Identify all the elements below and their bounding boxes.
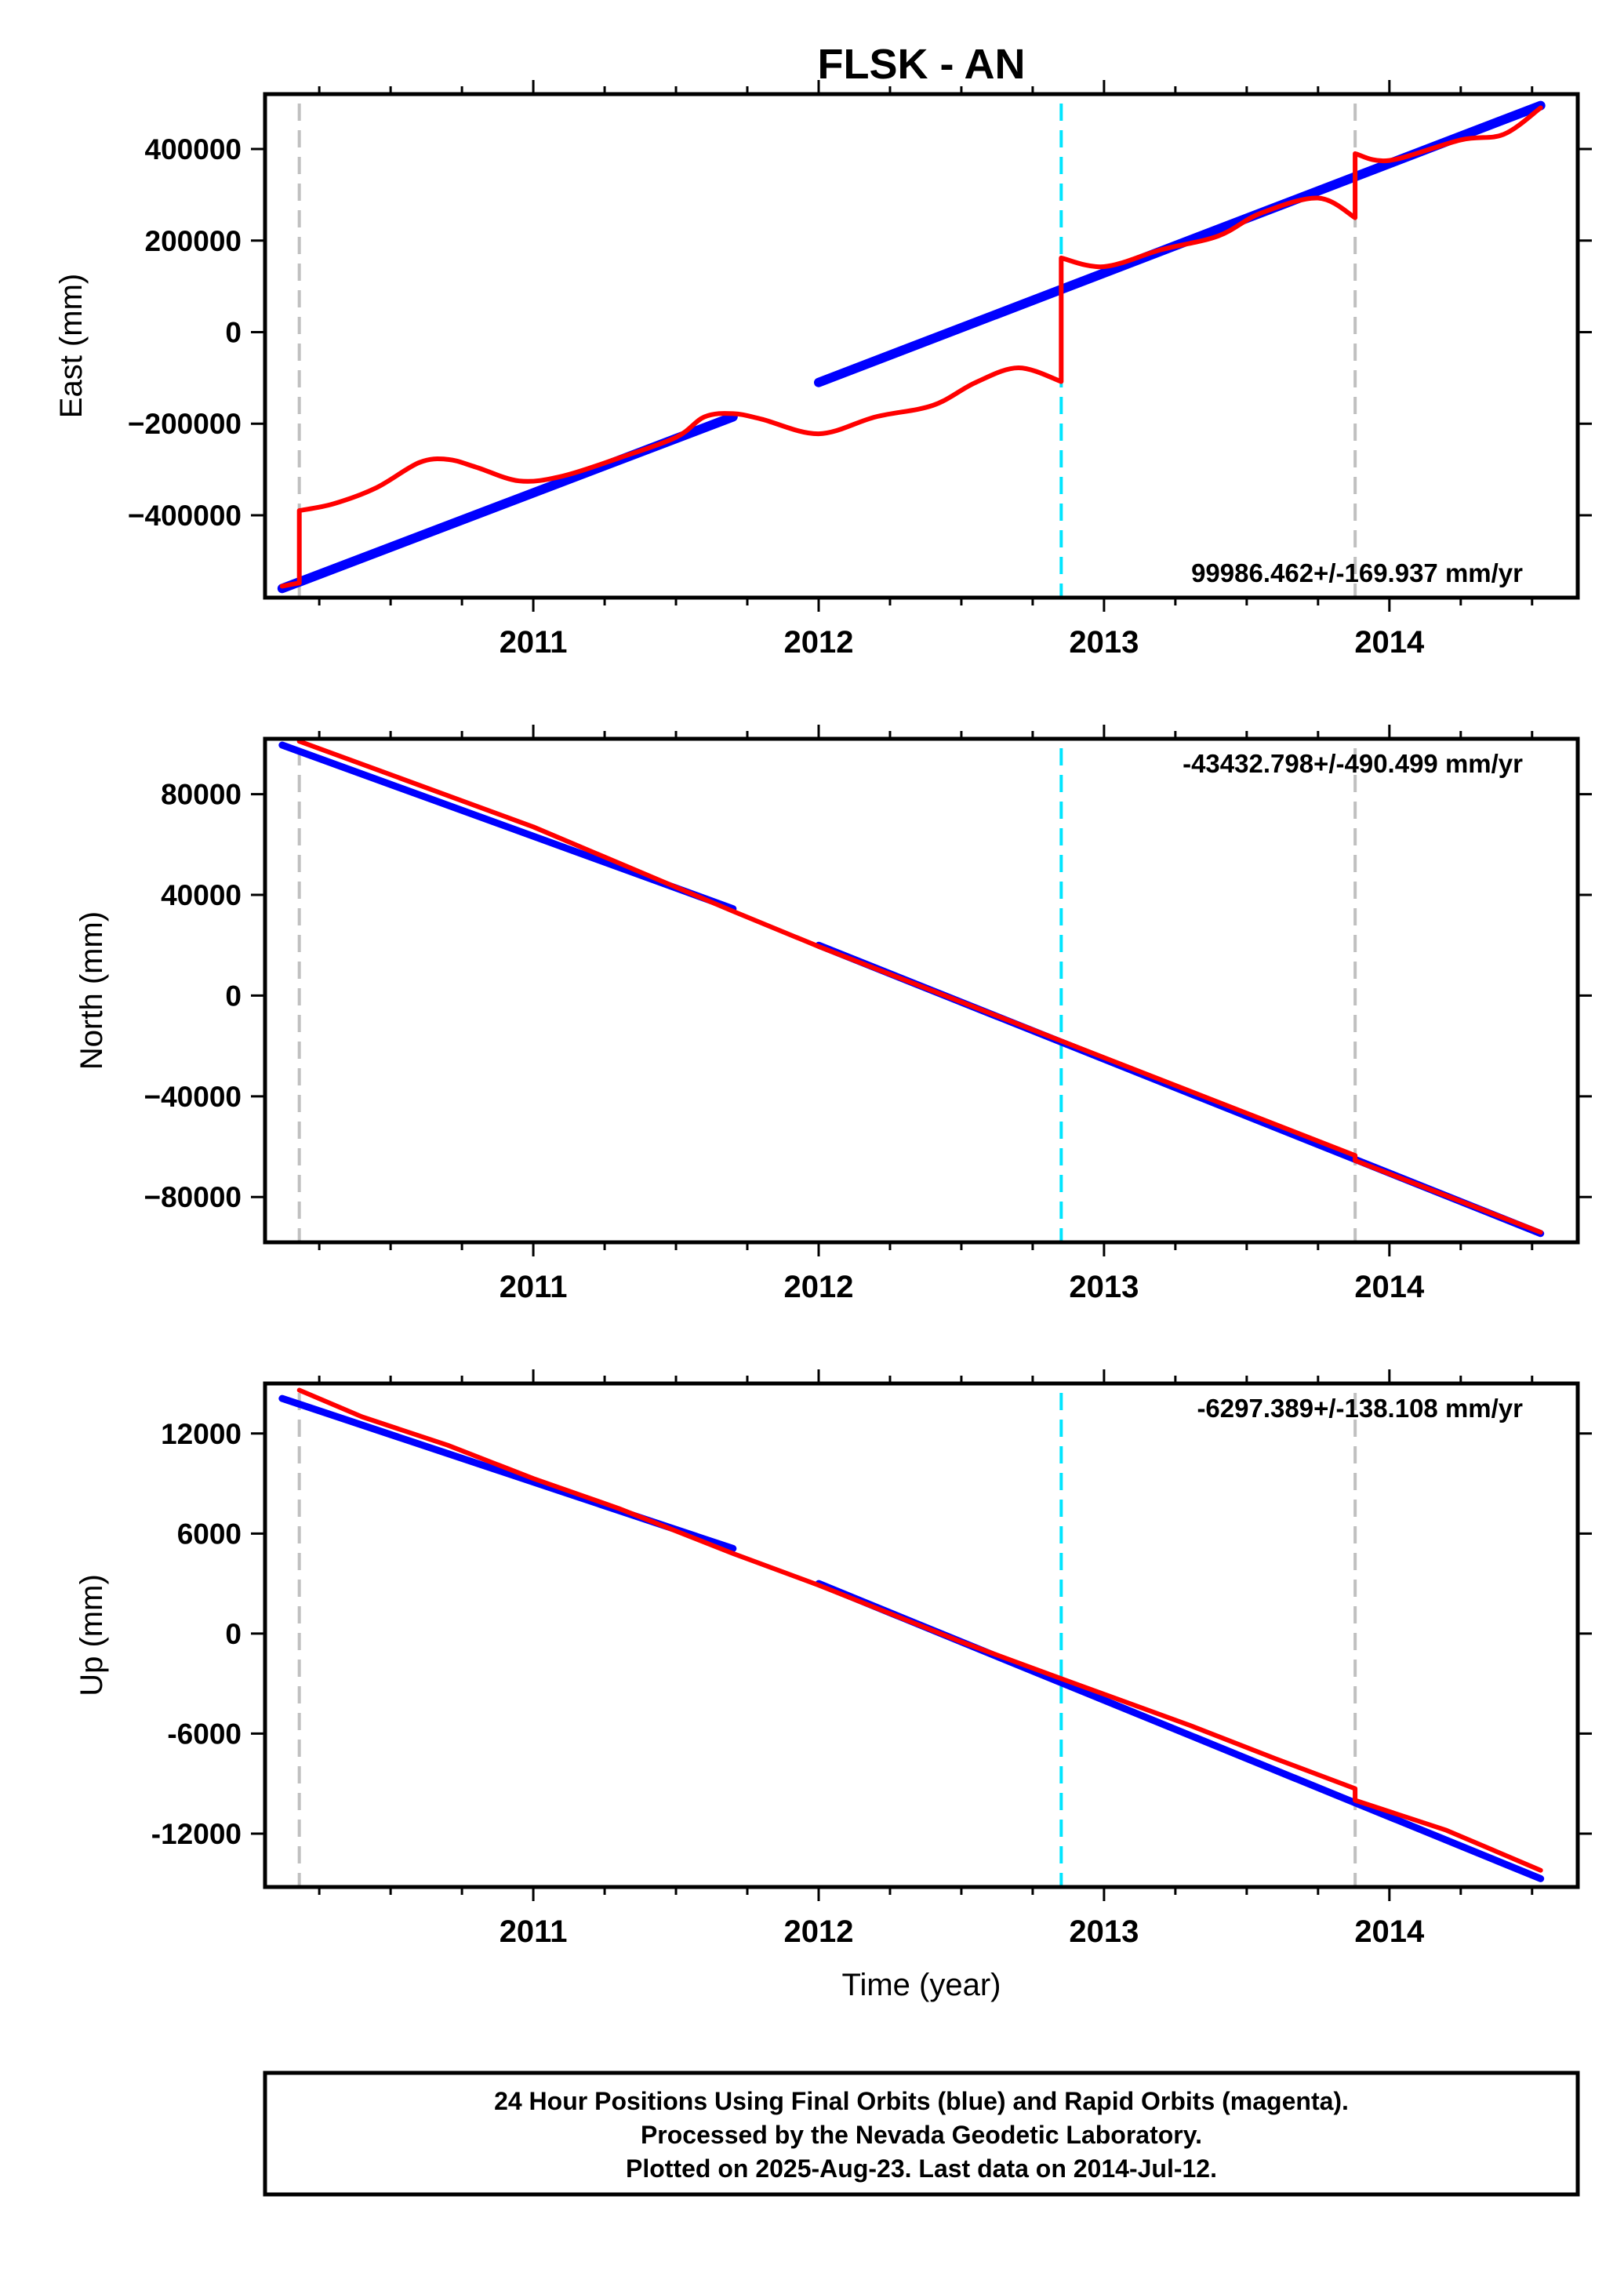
east-plot-frame [263, 92, 1580, 600]
north-plot-frame [263, 736, 1580, 1245]
north-x-tick-label: 2012 [783, 1270, 853, 1304]
north-x-tick-label: 2011 [500, 1270, 568, 1304]
east-y-tick-label: 200000 [145, 225, 242, 257]
north-y-tick-label: −80000 [144, 1181, 242, 1213]
up-y-tick-label: -6000 [167, 1718, 242, 1750]
east-y-tick-label: −200000 [128, 408, 242, 440]
east-x-tick-label: 2011 [500, 625, 568, 660]
up-y-axis-label: Up (mm) [74, 1574, 109, 1696]
up-x-tick-label: 2013 [1069, 1914, 1139, 1949]
x-axis-label: Time (year) [842, 1968, 1001, 2002]
up-x-tick-label: 2011 [500, 1914, 568, 1949]
east-x-tick-label: 2014 [1354, 625, 1425, 660]
up-rapid-orbit-line [296, 1387, 1543, 1873]
footer-line-processed-by: Processed by the Nevada Geodetic Laborat… [641, 2121, 1202, 2149]
up-y-tick-label: -12000 [151, 1818, 242, 1850]
east-y-tick-label: −400000 [128, 500, 242, 532]
east-x-tick-label: 2013 [1069, 625, 1139, 660]
east-y-axis-label: East (mm) [54, 274, 89, 418]
north-y-axis-label: North (mm) [74, 911, 109, 1070]
east-velocity-annotation: 99986.462+/-169.937 mm/yr [1191, 558, 1523, 587]
panels-group: 2011 2012 2013 20144000002000000−200000−400… [54, 80, 1592, 1949]
up-y-tick-label: 0 [225, 1618, 242, 1650]
up-y-tick-label: 6000 [177, 1518, 242, 1550]
north-panel: 2011 2012 2013 2014 80000 40000 0 −40000 −80000 N… [74, 725, 1592, 1304]
east-y-tick-label: 0 [225, 316, 242, 348]
up-x-tick-label: 2014 [1354, 1914, 1425, 1949]
up-y-tick-label: 12000 [161, 1418, 242, 1450]
north-rapid-orbit-line [296, 739, 1543, 1235]
east-rapid-orbit-line [279, 105, 1543, 589]
up-velocity-annotation: -6297.389+/-138.108 mm/yr [1197, 1394, 1523, 1423]
up-panel: 2011 2012 2013 2014 12000 6000 0 -6000 -12000 Up … [74, 1369, 1592, 1949]
north-y-tick-label: 0 [225, 980, 242, 1012]
east-y-tick-label: 400000 [145, 133, 242, 165]
chart-title: FLSK - AN [818, 41, 1026, 88]
north-x-tick-label: 2014 [1354, 1270, 1425, 1304]
east-panel: 2011 2012 2013 2014 400000 200000 0 −200000 −400… [54, 80, 1592, 660]
up-x-tick-label: 2012 [783, 1914, 853, 1949]
north-y-tick-label: 40000 [161, 879, 242, 911]
footer-line-orbits: 24 Hour Positions Using Final Orbits (bl… [494, 2087, 1349, 2115]
north-x-tick-label: 2013 [1069, 1270, 1139, 1304]
footer-line-plotted-on: Plotted on 2025-Aug-23. Last data on 201… [626, 2154, 1217, 2183]
north-y-tick-label: −40000 [144, 1081, 242, 1113]
north-velocity-annotation: -43432.798+/-490.499 mm/yr [1183, 749, 1523, 778]
east-x-tick-label: 2012 [783, 625, 853, 660]
footer-box: 24 Hour Positions Using Final Orbits (bl… [263, 2071, 1580, 2197]
north-y-tick-label: 80000 [161, 779, 242, 811]
up-plot-frame [263, 1381, 1580, 1889]
footer-frame [263, 2071, 1580, 2197]
